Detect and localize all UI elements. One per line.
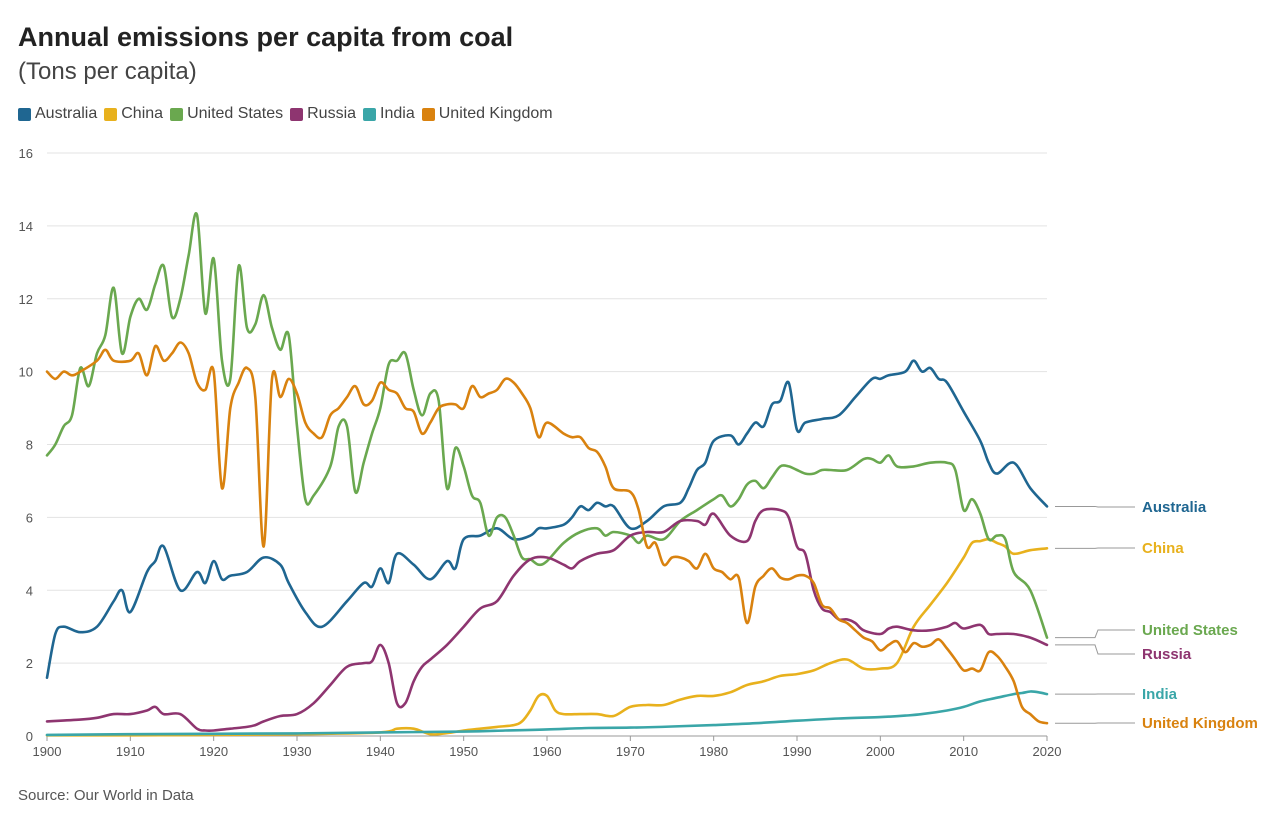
leader-line-russia	[1055, 644, 1135, 655]
legend-item-australia: Australia	[18, 105, 97, 123]
y-tick-label: 8	[26, 438, 33, 453]
series-line-united-kingdom	[45, 341, 1049, 725]
leader-line-australia	[1055, 505, 1135, 508]
x-tick-label: 2010	[949, 744, 978, 759]
series-line-china	[45, 537, 1049, 737]
end-label-india: India	[1142, 686, 1178, 703]
legend-label: Australia	[35, 105, 98, 122]
x-tick-label: 1990	[783, 744, 812, 759]
legend-label: Russia	[307, 105, 357, 122]
legend-swatch	[18, 107, 31, 121]
y-tick-label: 16	[19, 146, 33, 161]
x-tick-label: 1960	[533, 744, 562, 759]
legend-item-china: China	[104, 105, 163, 123]
end-label-united-states: United States	[1142, 622, 1238, 639]
y-tick-label: 10	[19, 365, 33, 380]
y-tick-label: 0	[26, 729, 33, 744]
legend-item-united-states: United States	[170, 105, 283, 123]
legend-label: China	[121, 105, 164, 122]
legend-label: India	[380, 105, 415, 122]
legend-swatch	[421, 107, 435, 121]
legend-label: United States	[187, 105, 284, 122]
chart-title: Annual emissions per capita from coal	[18, 22, 514, 52]
end-label-australia: Australia	[1142, 499, 1207, 516]
legend-item-united-kingdom: United Kingdom	[421, 105, 553, 123]
series-line-india	[45, 690, 1049, 737]
series-line-australia	[45, 359, 1049, 679]
legend-swatch	[363, 107, 377, 121]
chart-subtitle: (Tons per capita)	[18, 58, 197, 85]
y-tick-label: 14	[19, 219, 33, 234]
legend-item-russia: Russia	[290, 105, 356, 123]
series-line-united-states	[45, 211, 1049, 639]
legend-label: United Kingdom	[438, 105, 553, 122]
x-tick-label: 1910	[116, 744, 145, 759]
x-tick-label: 1970	[616, 744, 645, 759]
end-label-china: China	[1142, 540, 1184, 557]
legend-item-india: India	[363, 105, 415, 123]
series-line-russia	[45, 507, 1049, 733]
end-label-united-kingdom: United Kingdom	[1142, 715, 1258, 732]
y-tick-label: 12	[19, 292, 33, 307]
x-tick-label: 1940	[366, 744, 395, 759]
leader-line-united-states	[1055, 629, 1135, 639]
x-tick-label: 1950	[449, 744, 478, 759]
x-tick-label: 1920	[199, 744, 228, 759]
x-tick-label: 2000	[866, 744, 895, 759]
legend-swatch	[104, 107, 118, 121]
y-tick-label: 2	[26, 656, 33, 671]
y-tick-label: 6	[26, 510, 33, 525]
legend-swatch	[170, 107, 184, 121]
source-note: Source: Our World in Data	[18, 787, 194, 804]
x-tick-label: 1900	[33, 744, 62, 759]
y-tick-label: 4	[26, 583, 33, 598]
x-tick-label: 1930	[283, 744, 312, 759]
x-tick-label: 2020	[1033, 744, 1062, 759]
x-tick-label: 1980	[699, 744, 728, 759]
legend-swatch	[290, 107, 304, 121]
legend: Australia China United States Russia India Un…	[18, 105, 553, 123]
end-label-russia: Russia	[1142, 646, 1192, 663]
